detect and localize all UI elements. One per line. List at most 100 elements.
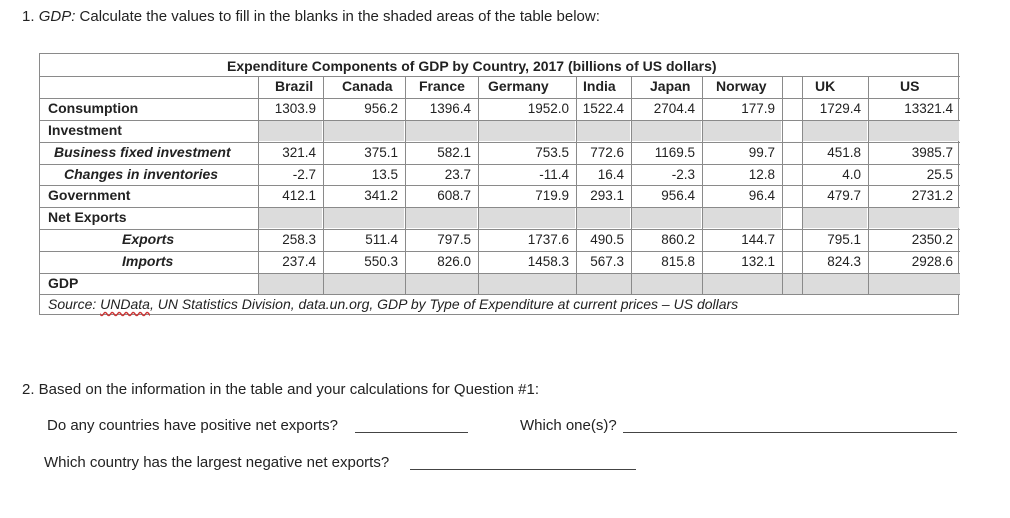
table-cell: 132.1 <box>741 254 775 269</box>
table-cell: 2928.6 <box>911 254 953 269</box>
table-cell: 1522.4 <box>582 101 624 116</box>
column-header-japan: Japan <box>650 78 691 94</box>
row-label-exports: Exports <box>122 231 175 247</box>
row-label-consumption: Consumption <box>48 100 139 116</box>
shaded-cell-investment-india <box>577 121 630 141</box>
table-cell: 451.8 <box>827 145 861 160</box>
column-divider <box>782 76 783 294</box>
table-cell: 1737.6 <box>527 232 569 247</box>
shaded-cell-investment-uk <box>803 121 867 141</box>
answer-blank-positive[interactable] <box>355 432 468 433</box>
source-prefix: Source: <box>48 296 101 312</box>
table-cell: 567.3 <box>590 254 624 269</box>
source-rest: , UN Statistics Division, data.un.org, G… <box>149 296 739 312</box>
row-label-business-fixed-investment: Business fixed investment <box>54 144 231 160</box>
table-cell: 479.7 <box>827 188 861 203</box>
table-cell: 375.1 <box>364 145 398 160</box>
source-link-undata: UNData <box>100 296 150 312</box>
shaded-cell-net-exports-france <box>406 208 477 228</box>
answer-blank-largest[interactable] <box>410 469 636 470</box>
table-cell: 1169.5 <box>654 145 695 160</box>
column-header-france: France <box>419 78 465 94</box>
table-cell: 550.3 <box>364 254 398 269</box>
table-cell: 511.4 <box>365 232 398 247</box>
table-cell: 99.7 <box>748 145 775 160</box>
column-divider <box>405 76 406 294</box>
table-title: Expenditure Components of GDP by Country… <box>227 58 717 74</box>
table-cell: 826.0 <box>437 254 471 269</box>
table-cell: -11.4 <box>539 167 569 182</box>
row-label-government: Government <box>48 187 131 203</box>
table-cell: 582.1 <box>437 145 471 160</box>
table-cell: 490.5 <box>590 232 624 247</box>
table-cell: 258.3 <box>282 232 316 247</box>
table-cell: 23.7 <box>444 167 471 182</box>
table-cell: 177.9 <box>741 101 775 116</box>
table-cell: 13321.4 <box>904 101 953 116</box>
column-divider <box>631 76 632 294</box>
table-cell: 719.9 <box>535 188 569 203</box>
row-divider <box>40 273 960 274</box>
shaded-cell-net-exports-germany <box>479 208 575 228</box>
table-cell: 293.1 <box>590 188 624 203</box>
shaded-cell-net-exports-india <box>577 208 630 228</box>
shaded-cell-gdp-row <box>258 273 960 295</box>
shaded-cell-net-exports-uk <box>803 208 867 228</box>
table-source: Source: UNData, UN Statistics Division, … <box>48 296 738 312</box>
question-positive-net-exports: Do any countries have positive net expor… <box>47 417 338 434</box>
column-divider <box>868 76 869 294</box>
question-1-number: 1. <box>22 8 35 25</box>
table-cell: -2.3 <box>671 167 695 182</box>
answer-blank-which[interactable] <box>623 432 957 433</box>
table-cell: 824.3 <box>827 254 861 269</box>
table-cell: 412.1 <box>282 188 316 203</box>
table-cell: 860.2 <box>661 232 695 247</box>
column-header-us: US <box>900 78 920 94</box>
table-cell: 1303.9 <box>274 101 316 116</box>
table-cell: 797.5 <box>437 232 471 247</box>
row-label-imports: Imports <box>122 253 174 269</box>
table-cell: 25.5 <box>926 167 953 182</box>
header-divider <box>40 76 960 77</box>
table-cell: 1396.4 <box>429 101 471 116</box>
row-label-investment: Investment <box>48 122 122 138</box>
table-cell: 1729.4 <box>819 101 861 116</box>
shaded-cell-net-exports-brazil <box>259 208 322 228</box>
table-cell: 12.8 <box>748 167 775 182</box>
question-1-text: Calculate the values to fill in the blan… <box>79 8 600 25</box>
table-cell: 96.4 <box>748 188 775 203</box>
table-cell: 3985.7 <box>911 145 953 160</box>
table-cell: 1952.0 <box>527 101 569 116</box>
table-cell: 608.7 <box>437 188 471 203</box>
shaded-cell-investment-norway <box>703 121 781 141</box>
column-divider <box>323 76 324 294</box>
question-1-topic: GDP: <box>38 8 76 25</box>
shaded-cell-investment-germany <box>479 121 575 141</box>
shaded-cell-investment-canada <box>324 121 404 141</box>
shaded-cell-investment-japan <box>632 121 701 141</box>
table-cell: 815.8 <box>661 254 695 269</box>
table-cell: 321.4 <box>282 145 316 160</box>
row-label-gdp: GDP <box>48 275 79 291</box>
table-cell: 772.6 <box>590 145 624 160</box>
table-cell: 795.1 <box>827 232 861 247</box>
table-cell: 1458.3 <box>527 254 569 269</box>
table-cell: 2731.2 <box>911 188 953 203</box>
column-header-germany: Germany <box>488 78 549 94</box>
row-divider <box>40 185 960 186</box>
column-divider <box>802 76 803 294</box>
table-bottom-border <box>40 294 960 295</box>
question-largest-negative: Which country has the largest negative n… <box>44 454 390 471</box>
table-cell: 341.2 <box>364 188 398 203</box>
row-divider <box>40 229 960 230</box>
row-label-net-exports: Net Exports <box>48 209 127 225</box>
shaded-cell-net-exports-us <box>869 208 959 228</box>
shaded-cell-investment-brazil <box>259 121 322 141</box>
row-divider <box>40 164 960 165</box>
column-divider <box>478 76 479 294</box>
shaded-cell-investment-us <box>869 121 959 141</box>
shaded-cell-net-exports-canada <box>324 208 404 228</box>
table-cell: 956.4 <box>661 188 695 203</box>
gdp-table: Expenditure Components of GDP by Country… <box>39 53 960 315</box>
row-label-changes-in-inventories: Changes in inventories <box>64 166 219 182</box>
